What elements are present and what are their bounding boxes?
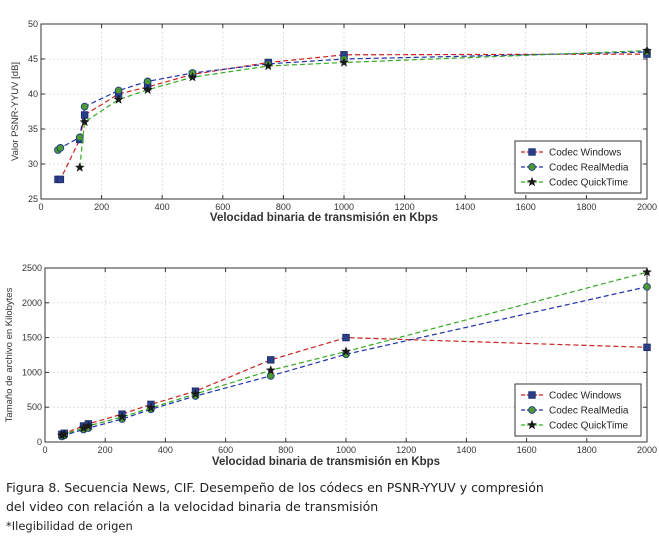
y-tick-label: 2000 (22, 298, 42, 308)
figure-caption-line-1: Figura 8. Secuencia News, CIF. Desempeño… (6, 480, 544, 495)
y-tick-label: 40 (28, 89, 38, 99)
x-tick-label: 1800 (576, 202, 596, 212)
legend-label: Codec QuickTime (549, 421, 629, 432)
y-tick-label: 1000 (22, 367, 42, 377)
data-point-star (526, 176, 538, 187)
x-tick-label: 1400 (456, 445, 476, 455)
x-tick-label: 600 (215, 202, 230, 212)
y-axis-label: Valor PSNR-YYUV [dB] (10, 62, 21, 161)
legend-label: Codec QuickTime (549, 178, 629, 189)
series-line (61, 286, 648, 437)
series-line (79, 50, 648, 168)
x-tick-label: 1400 (455, 202, 475, 212)
y-tick-label: 2500 (22, 263, 42, 273)
data-point-star (74, 162, 85, 172)
series-line (57, 53, 648, 180)
y-tick-label: 50 (28, 19, 38, 29)
x-tick-label: 800 (276, 202, 291, 212)
series-line (57, 51, 648, 151)
x-tick-label: 1600 (516, 202, 536, 212)
data-point-star (340, 346, 352, 356)
chart-2: 0 200 400 600 800 1000 1200 1400 1600 1800 2000 0 50… (4, 263, 657, 468)
data-point-square (528, 391, 536, 399)
x-tick-label: 0 (42, 445, 47, 455)
y-tick-label: 1500 (22, 333, 42, 343)
data-point-circle (643, 282, 651, 291)
data-point-star (641, 45, 653, 55)
data-point-circle (114, 86, 123, 95)
chart-1: 0 200 400 600 800 1000 1200 1400 1600 1800 2000 25 3… (10, 19, 657, 224)
x-tick-label: 1600 (517, 445, 537, 455)
data-point-square (56, 175, 65, 184)
data-point-star (59, 429, 70, 439)
x-tick-label: 1200 (395, 202, 415, 212)
x-tick-label: 800 (278, 445, 293, 455)
x-tick-label: 200 (98, 445, 113, 455)
series-line (61, 336, 648, 435)
data-point-circle (143, 77, 152, 86)
x-tick-label: 400 (155, 202, 170, 212)
data-point-circle (528, 163, 536, 171)
data-point-square (267, 356, 275, 364)
data-point-star (338, 57, 350, 67)
legend-label: Codec Windows (549, 391, 621, 402)
y-tick-label: 45 (28, 54, 38, 64)
legend-label: Codec Windows (549, 148, 621, 159)
legend: Codec Windows Codec RealMedia Codec QuickT… (514, 140, 642, 194)
data-point-square (643, 343, 651, 352)
data-point-square (342, 333, 350, 342)
y-tick-label: 500 (27, 402, 42, 412)
x-tick-label: 200 (94, 202, 109, 212)
x-tick-label: 600 (218, 445, 233, 455)
legend-label: Codec RealMedia (549, 406, 629, 417)
y-tick-label: 30 (28, 159, 38, 169)
data-point-star (526, 419, 538, 430)
x-tick-label: 0 (38, 202, 43, 212)
figure: 0 200 400 600 800 1000 1200 1400 1600 1800 2000253… (4, 19, 657, 468)
data-point-star (79, 116, 90, 127)
data-point-circle (56, 144, 65, 152)
y-tick-label: 35 (28, 124, 38, 134)
series-codec-quicktime (74, 45, 653, 172)
data-point-square (528, 148, 536, 156)
data-point-star (263, 60, 274, 71)
data-point-star (190, 388, 201, 399)
series-codec-quicktime (56, 266, 653, 440)
data-point-circle (80, 102, 89, 111)
data-point-circle (75, 133, 84, 142)
data-point-star (83, 420, 94, 431)
legend-label: Codec RealMedia (549, 163, 629, 174)
x-tick-label: 1200 (396, 445, 416, 455)
data-point-star (641, 266, 653, 277)
source-note: *Ilegibilidad de origen (6, 519, 133, 533)
x-tick-label: 400 (158, 445, 173, 455)
x-axis-label: Velocidad binaria de transmisión en Kbps (212, 456, 440, 468)
data-point-star (142, 84, 153, 95)
data-point-star (145, 402, 157, 413)
x-tick-label: 2000 (637, 445, 657, 455)
x-tick-label: 1800 (577, 445, 597, 455)
data-point-star (187, 71, 198, 82)
x-tick-label: 1000 (334, 202, 354, 212)
legend: Codec Windows Codec RealMedia Codec QuickT… (514, 383, 642, 437)
x-axis-label: Velocidad binaria de transmisión en Kbps (210, 212, 438, 224)
x-tick-label: 1000 (336, 445, 356, 455)
data-point-star (116, 411, 128, 422)
y-tick-label: 0 (37, 437, 42, 447)
y-tick-label: 25 (28, 194, 38, 204)
x-tick-label: 2000 (637, 202, 657, 212)
data-point-star (113, 94, 124, 104)
y-axis-label: Tamaño de archivo en Kilobytes (4, 287, 15, 422)
series-codec-realmedia (54, 48, 651, 154)
series-line (61, 271, 648, 436)
data-point-star (265, 364, 276, 375)
data-point-circle (528, 406, 536, 414)
figure-caption-line-2: del video con relación a la velocidad bi… (6, 499, 379, 514)
